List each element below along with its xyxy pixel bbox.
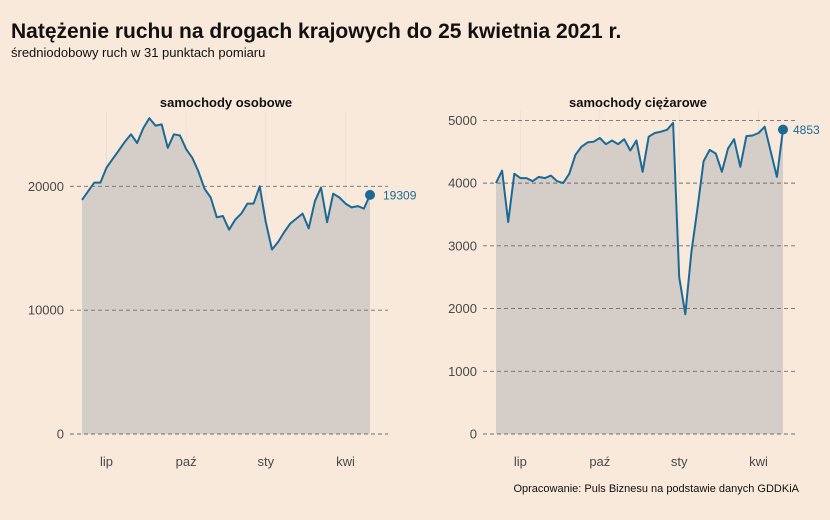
y-tick-label: 2000 xyxy=(448,301,477,316)
end-point-marker xyxy=(778,124,788,135)
y-tick-label: 0 xyxy=(57,427,64,442)
series-line xyxy=(81,117,371,251)
y-tick-label: 3000 xyxy=(448,238,477,253)
area-fill xyxy=(496,122,783,435)
x-tick-label: sty xyxy=(671,454,688,469)
x-tick-label: paź xyxy=(589,454,610,469)
series-line xyxy=(495,121,784,316)
y-tick-label: 0 xyxy=(470,427,477,442)
x-tick-label: kwi xyxy=(749,454,768,469)
y-tick-label: 1000 xyxy=(448,364,477,379)
end-value-label: 4853 xyxy=(793,123,820,137)
x-tick-label: paź xyxy=(176,454,197,469)
area-fill xyxy=(82,118,370,434)
x-tick-label: lip xyxy=(100,454,113,469)
y-tick-label: 10000 xyxy=(28,303,64,318)
source-caption: Opracowanie: Puls Biznesu na podstawie d… xyxy=(513,483,799,495)
chart-subtitle: średniodobowy ruch w 31 punktach pomiaru xyxy=(11,45,266,60)
panel-title: samochody ciężarowe xyxy=(569,95,707,110)
x-tick-label: kwi xyxy=(336,454,355,469)
x-tick-label: lip xyxy=(514,454,527,469)
end-value-label: 19309 xyxy=(383,188,417,202)
panel-title: samochody osobowe xyxy=(160,95,292,110)
end-point-marker xyxy=(365,189,375,200)
y-tick-label: 4000 xyxy=(448,176,477,191)
chart-title: Natężenie ruchu na drogach krajowych do … xyxy=(11,20,622,43)
x-tick-label: sty xyxy=(258,454,275,469)
y-tick-label: 5000 xyxy=(448,113,477,128)
y-tick-label: 20000 xyxy=(28,179,64,194)
